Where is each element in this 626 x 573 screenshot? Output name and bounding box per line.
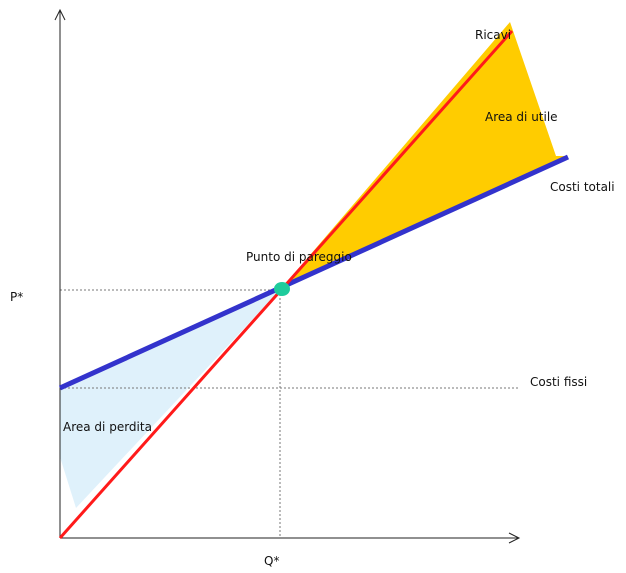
total-costs-label: Costi totali xyxy=(550,180,615,194)
x-axis-arrow xyxy=(508,532,521,544)
p-star-label: P* xyxy=(10,290,23,304)
q-star-label: Q* xyxy=(264,554,279,568)
profit-area-shape xyxy=(280,22,567,290)
total-costs-line xyxy=(58,154,570,391)
loss-area-label: Area di perdita xyxy=(63,420,152,434)
loss-area-shape xyxy=(60,290,280,508)
y-axis-arrow xyxy=(54,8,66,21)
revenue-label: Ricavi xyxy=(475,28,511,42)
break-even-point-label: Punto di pareggio xyxy=(246,250,352,264)
break-even-point-marker xyxy=(274,282,290,296)
fixed-costs-label: Costi fissi xyxy=(530,375,587,389)
profit-area-label: Area di utile xyxy=(485,110,558,124)
